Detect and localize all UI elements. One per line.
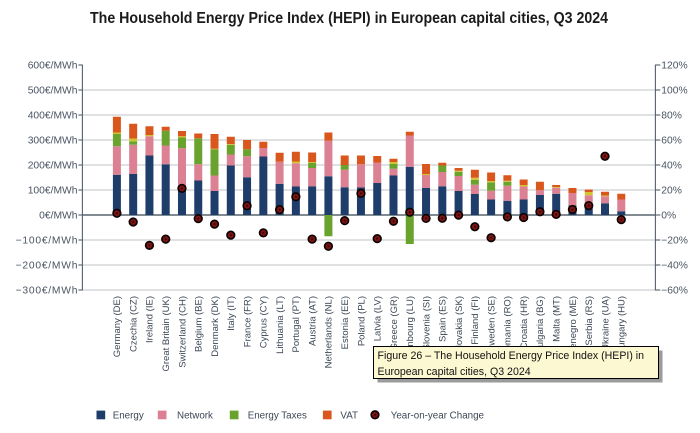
svg-text:Spain (ES): Spain (ES) [438, 296, 449, 342]
svg-text:120%: 120% [661, 61, 687, 72]
svg-text:The Household Energy Price Ind: The Household Energy Price Index (HEPI) … [90, 10, 608, 27]
svg-text:600€/MWh: 600€/MWh [28, 61, 78, 72]
svg-text:−300€/MWh: −300€/MWh [16, 286, 79, 297]
svg-text:Ireland (IE): Ireland (IE) [145, 296, 156, 343]
svg-text:−40%: −40% [661, 261, 688, 272]
svg-text:Estonia (EE): Estonia (EE) [340, 296, 351, 349]
svg-text:Poland (PL): Poland (PL) [356, 296, 367, 346]
svg-text:France (FR): France (FR) [242, 296, 253, 347]
svg-text:Denmark (DK): Denmark (DK) [210, 296, 221, 357]
svg-text:Slovakia (SK): Slovakia (SK) [454, 296, 465, 354]
svg-text:40%: 40% [661, 161, 682, 172]
svg-text:−100€/MWh: −100€/MWh [16, 236, 79, 247]
svg-text:Year-on-year Change: Year-on-year Change [391, 411, 485, 422]
svg-text:100%: 100% [661, 86, 687, 97]
svg-text:Austria (AT): Austria (AT) [307, 296, 318, 346]
svg-text:Great Britain (UK): Great Britain (UK) [161, 296, 172, 372]
svg-text:Energy Taxes: Energy Taxes [248, 411, 307, 422]
svg-text:Portugal (PT): Portugal (PT) [291, 296, 302, 353]
svg-text:Figure 26 – The Household Ener: Figure 26 – The Household Energy Price I… [378, 350, 645, 362]
svg-text:Sweden (SE): Sweden (SE) [486, 296, 497, 352]
svg-text:Switzerland (CH): Switzerland (CH) [177, 296, 188, 368]
svg-text:−60%: −60% [661, 286, 688, 297]
svg-text:300€/MWh: 300€/MWh [28, 136, 78, 147]
svg-text:Malta (MT): Malta (MT) [551, 296, 562, 342]
svg-text:Latvia (LV): Latvia (LV) [373, 296, 384, 341]
svg-text:Belgium (BE): Belgium (BE) [194, 296, 205, 352]
svg-text:−200€/MWh: −200€/MWh [16, 261, 79, 272]
svg-text:Hungary (HU): Hungary (HU) [617, 296, 628, 355]
svg-text:20%: 20% [661, 186, 682, 197]
svg-text:−20%: −20% [661, 236, 688, 247]
svg-text:Romania (RO): Romania (RO) [503, 296, 514, 357]
svg-text:60%: 60% [661, 136, 682, 147]
svg-text:Slovenia (SI): Slovenia (SI) [421, 296, 432, 350]
svg-text:Finland (FI): Finland (FI) [470, 296, 481, 345]
svg-text:0%: 0% [661, 211, 676, 222]
svg-text:Germany (DE): Germany (DE) [112, 296, 123, 357]
svg-text:Serbia (RS): Serbia (RS) [584, 296, 595, 346]
svg-text:VAT: VAT [340, 411, 358, 422]
svg-text:80%: 80% [661, 111, 682, 122]
svg-text:Bulgaria (BG): Bulgaria (BG) [535, 296, 546, 354]
svg-text:Cyprus (CY): Cyprus (CY) [259, 296, 270, 348]
svg-text:Czechia (CZ): Czechia (CZ) [128, 296, 139, 352]
svg-text:0€/MWh: 0€/MWh [39, 211, 78, 222]
svg-text:European capital cities, Q3 20: European capital cities, Q3 2024 [378, 366, 531, 378]
svg-text:400€/MWh: 400€/MWh [28, 111, 78, 122]
svg-text:Energy: Energy [113, 411, 144, 422]
svg-text:Lithuania (LT): Lithuania (LT) [275, 296, 286, 354]
svg-text:200€/MWh: 200€/MWh [28, 161, 78, 172]
svg-text:Greece (GR): Greece (GR) [389, 296, 400, 350]
svg-text:Montenegro (ME): Montenegro (ME) [568, 296, 579, 370]
svg-text:Croatia (HR): Croatia (HR) [519, 296, 530, 349]
svg-text:Ukraine (UA): Ukraine (UA) [600, 296, 611, 351]
svg-text:Luxembourg (LU): Luxembourg (LU) [405, 296, 416, 370]
svg-text:Netherlands (NL): Netherlands (NL) [324, 296, 335, 368]
svg-text:500€/MWh: 500€/MWh [28, 86, 78, 97]
svg-text:Italy (IT): Italy (IT) [226, 296, 237, 331]
svg-text:100€/MWh: 100€/MWh [28, 186, 78, 197]
svg-text:Network: Network [177, 411, 213, 422]
